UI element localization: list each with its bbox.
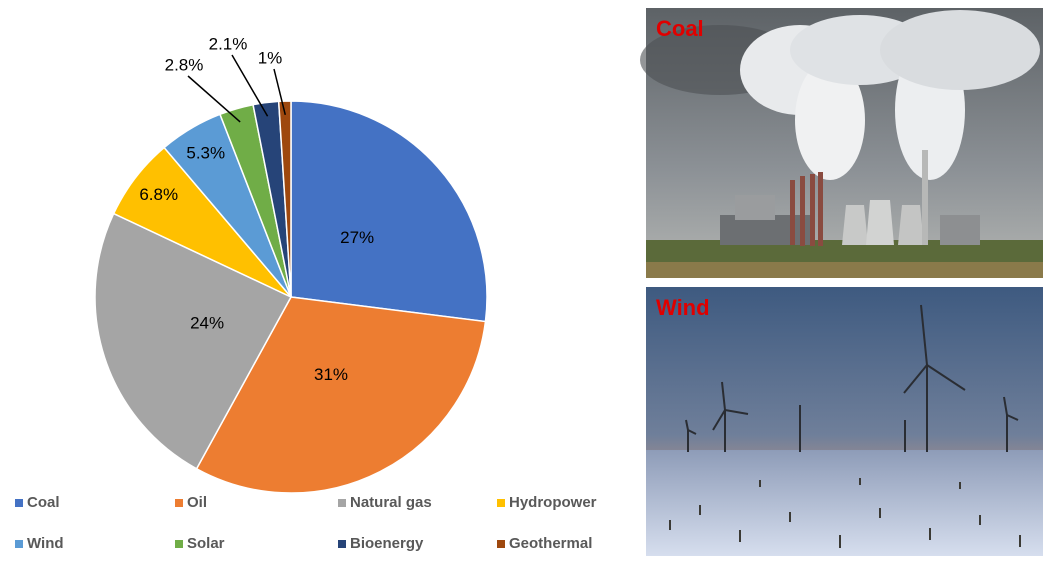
legend-swatch [175,499,183,507]
legend-label: Oil [187,494,207,511]
pie-slice [195,296,487,494]
value-label: 31% [314,365,348,384]
legend-label: Coal [27,494,60,511]
legend-swatch [497,540,505,548]
legend-label: Wind [27,535,64,552]
value-label: 1% [258,48,283,67]
value-label: 24% [190,314,224,333]
value-label: 2.1% [209,34,248,53]
coal-photo: Coal [640,8,1043,278]
wind-photo: Wind [646,287,1043,556]
photo-label: Wind [656,295,710,320]
leader-line [187,75,241,123]
legend-label: Bioenergy [350,535,424,552]
legend-label: Geothermal [509,535,592,552]
legend-label: Solar [187,535,225,552]
legend-swatch [338,499,346,507]
pie-slice [290,100,488,323]
value-label: 6.8% [139,185,178,204]
legend-label: Natural gas [350,494,432,511]
value-label: 27% [340,228,374,247]
legend-swatch [15,540,23,548]
photo-label: Coal [656,16,704,41]
legend-swatch [175,540,183,548]
value-label: 2.8% [165,55,204,74]
leader-line [273,68,287,115]
pie-slice [277,100,292,298]
legend-swatch [338,540,346,548]
pie-slice [94,212,293,470]
legend-label: Hydropower [509,494,597,511]
legend-swatch [497,499,505,507]
leader-line [231,54,269,117]
value-label: 5.3% [186,143,225,162]
legend-swatch [15,499,23,507]
